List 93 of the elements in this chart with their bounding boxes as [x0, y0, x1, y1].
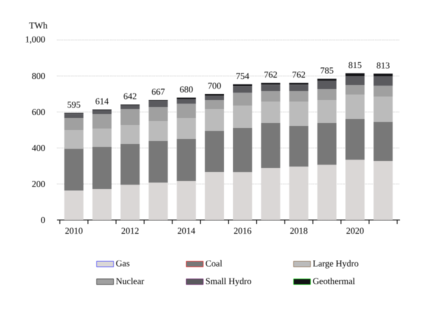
bar	[317, 88, 336, 100]
bar	[317, 122, 336, 165]
total-label: 700	[208, 82, 221, 89]
bar	[204, 95, 224, 100]
bar	[120, 184, 140, 220]
bar	[289, 126, 308, 167]
bar	[289, 90, 308, 102]
bar	[374, 160, 393, 220]
bar	[374, 122, 393, 161]
bar	[148, 182, 168, 220]
bar	[64, 130, 84, 149]
bar	[374, 74, 393, 76]
y-tick-label: 1,000	[26, 36, 45, 44]
bar	[148, 140, 168, 183]
bar	[92, 114, 112, 129]
bar	[374, 76, 393, 86]
y-tick-label: 400	[32, 144, 45, 152]
total-label: 754	[236, 73, 250, 80]
bar	[92, 128, 112, 147]
x-tick-label: 2016	[234, 228, 252, 234]
total-label: 785	[320, 67, 334, 74]
y-tick-label: 0	[41, 216, 45, 224]
total-label: 642	[124, 93, 136, 100]
x-tick-label: 2012	[122, 228, 139, 234]
total-label: 680	[180, 86, 193, 92]
bar	[120, 124, 140, 144]
bar	[176, 104, 196, 118]
bar	[120, 108, 140, 125]
bar	[233, 172, 252, 220]
x-tick-label: 2018	[290, 228, 308, 234]
legend-label: Small Hydro	[206, 278, 252, 286]
total-label: 762	[292, 72, 306, 78]
bar	[148, 106, 168, 121]
bar	[204, 108, 224, 131]
y-tick-label: 800	[32, 72, 45, 80]
bar	[233, 86, 252, 93]
bar	[64, 118, 84, 130]
x-tick-label: 2014	[178, 228, 196, 234]
bar	[261, 168, 280, 220]
legend-label: Nuclear	[116, 278, 144, 284]
bar	[92, 110, 112, 114]
bar	[148, 120, 168, 141]
bar	[64, 190, 84, 220]
bar	[317, 80, 336, 89]
bar	[204, 130, 224, 172]
bar	[233, 92, 252, 106]
bar	[176, 180, 196, 220]
bar	[261, 84, 280, 91]
bar	[374, 86, 393, 97]
total-label: 813	[376, 62, 390, 68]
legend-label: Gas	[116, 260, 130, 266]
total-label: 815	[348, 62, 362, 68]
bar	[233, 106, 252, 128]
bar	[345, 73, 365, 76]
bar	[374, 96, 393, 122]
bar	[64, 148, 84, 191]
total-label: 614	[96, 98, 109, 104]
bar	[345, 84, 365, 95]
bar	[261, 90, 280, 102]
total-label: 762	[264, 72, 277, 78]
bar	[261, 122, 280, 168]
bar	[317, 100, 336, 123]
bar	[289, 84, 308, 91]
bar	[345, 94, 365, 120]
x-tick-label: 2010	[65, 228, 82, 234]
bar	[289, 102, 308, 126]
total-label: 595	[68, 102, 80, 108]
bar	[176, 99, 196, 104]
bar	[92, 146, 112, 190]
bar	[289, 166, 308, 220]
bar	[345, 160, 365, 220]
bar	[176, 139, 196, 181]
bar	[233, 128, 252, 172]
y-tick-label: 200	[32, 180, 45, 188]
bar	[345, 119, 365, 160]
bar	[148, 100, 168, 107]
y-axis-title: TWh	[29, 22, 48, 29]
bar	[64, 114, 84, 118]
bar	[92, 189, 112, 220]
bar	[204, 172, 224, 220]
total-label: 667	[152, 88, 165, 95]
bar	[317, 164, 336, 220]
bar	[120, 144, 140, 185]
bar	[261, 102, 280, 123]
legend-label: Large Hydro	[312, 260, 358, 268]
y-tick-label: 600	[32, 108, 45, 116]
bar	[176, 118, 196, 139]
x-tick-label: 2020	[346, 228, 364, 234]
bar	[204, 100, 224, 109]
bar	[345, 76, 365, 85]
bar	[120, 105, 140, 109]
legend-label: Coal	[206, 260, 222, 266]
legend-label: Geothermal	[313, 278, 355, 284]
